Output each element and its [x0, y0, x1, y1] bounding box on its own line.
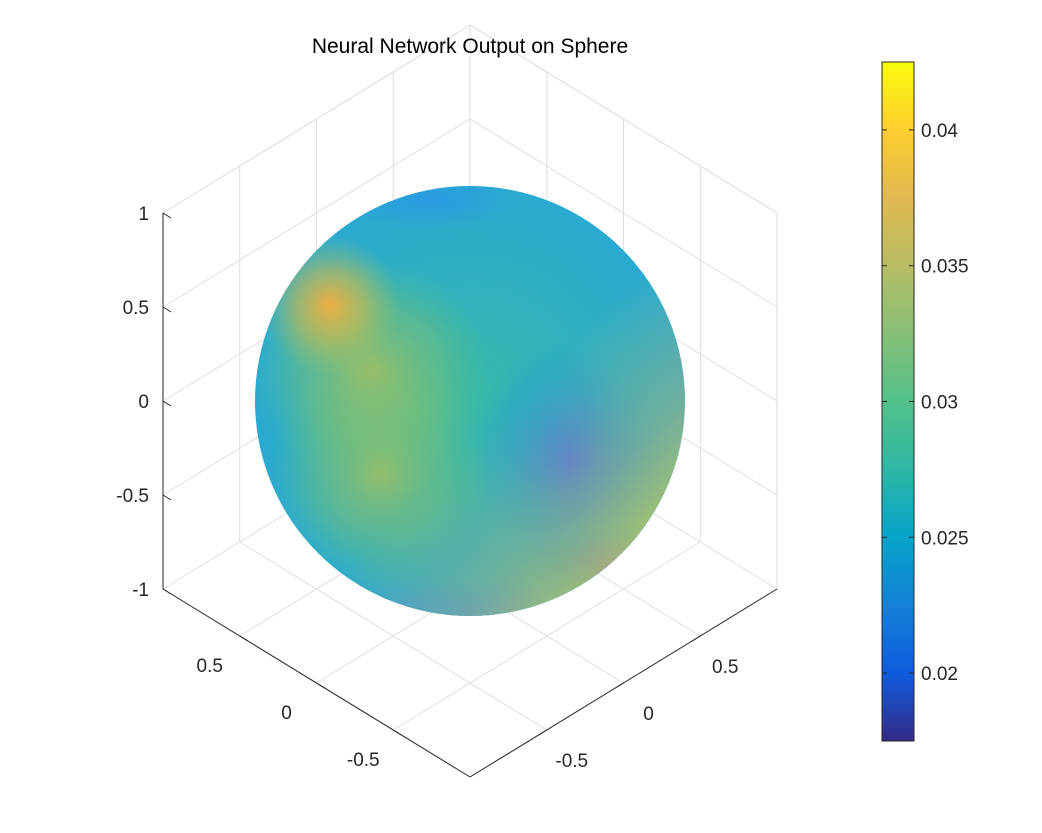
colorbar-tick-label: 0.02: [921, 664, 958, 685]
axes-ticks: -1 -0.5 0 0.5 1 -0.5 0 0.5 -0.5 0 0.5: [116, 204, 738, 772]
colorbar: 0.02 0.025 0.03 0.035 0.04: [881, 61, 969, 742]
z-tick-mark: [162, 400, 172, 407]
z-tick-label: 0.5: [123, 298, 149, 319]
z-tick-mark: [162, 588, 172, 595]
z-tick-label: 1: [138, 204, 149, 225]
sphere-right-warm-rim: [255, 186, 685, 616]
grid-line-back-left-horizontal: [162, 118, 471, 308]
sphere-surface: [255, 186, 685, 616]
z-tick-label: -1: [132, 580, 149, 601]
z-tick-mark: [162, 306, 172, 313]
x-tick-mark: [316, 682, 325, 689]
grid-line-back-right-horizontal: [469, 118, 778, 308]
y-tick-label: 0: [643, 704, 654, 725]
chart-title: Neural Network Output on Sphere: [312, 35, 628, 58]
grid-box-edge: [162, 24, 471, 214]
y-tick-mark: [615, 682, 624, 689]
y-tick-label: 0.5: [712, 657, 738, 678]
colorbar-ticks: 0.02 0.025 0.03 0.035 0.04: [882, 121, 969, 685]
grid-line-floor-y: [239, 541, 548, 731]
x-tick-mark: [239, 635, 249, 642]
y-tick-mark: [691, 635, 701, 642]
colorbar-tick-label: 0.03: [921, 393, 958, 414]
z-tick-label: -0.5: [116, 486, 149, 507]
x-tick-label: 0.5: [197, 656, 223, 677]
z-tick-label: 0: [138, 392, 149, 413]
x-tick-label: -0.5: [347, 750, 380, 771]
x-tick-mark: [392, 729, 402, 736]
z-tick-mark: [162, 494, 172, 501]
z-tick-mark: [162, 212, 172, 219]
y-tick-mark: [538, 729, 548, 736]
y-tick-label: -0.5: [555, 751, 588, 772]
grid-box-edge: [469, 24, 778, 214]
x-tick-label: 0: [281, 703, 292, 724]
colorbar-tick-label: 0.04: [921, 121, 958, 142]
colorbar-tick-label: 0.025: [921, 528, 969, 549]
colorbar-gradient: [881, 61, 915, 742]
colorbar-tick-label: 0.035: [921, 257, 969, 278]
